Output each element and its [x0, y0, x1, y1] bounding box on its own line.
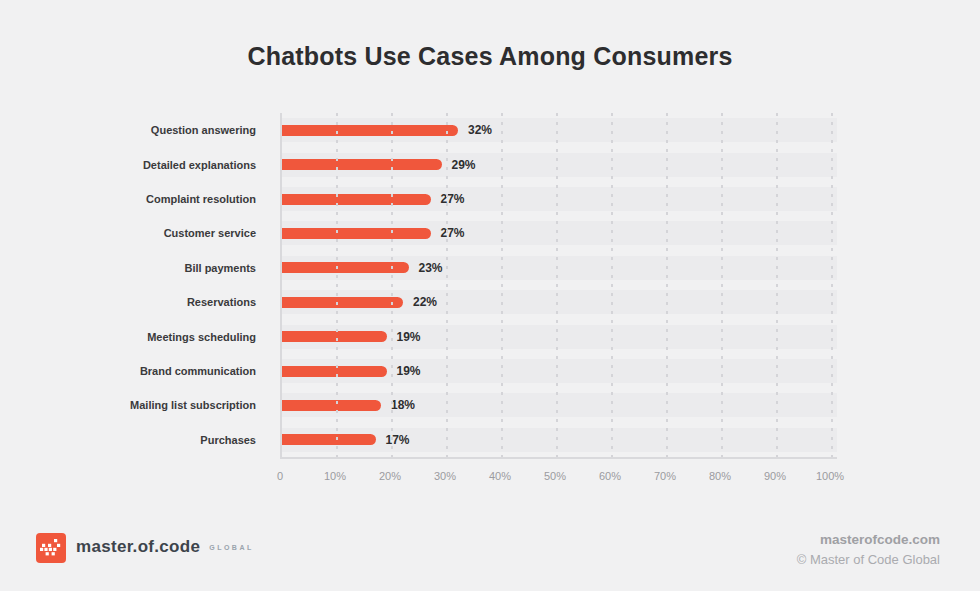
brand-text: master.of.code	[76, 537, 200, 556]
bar-value-label: 17%	[386, 433, 410, 447]
bar-value-label: 18%	[391, 398, 415, 412]
brand-name: master.of.code GLOBAL	[76, 537, 254, 557]
grid-line	[501, 113, 503, 457]
bar	[282, 297, 403, 308]
axis-tick-label: 80%	[709, 470, 731, 482]
bar-value-label: 32%	[468, 123, 492, 137]
bar	[282, 262, 409, 273]
category-label: Purchases	[0, 434, 256, 446]
bar-value-label: 22%	[413, 295, 437, 309]
brand-suffix: GLOBAL	[209, 544, 254, 551]
axis-tick-label: 60%	[599, 470, 621, 482]
category-label: Bill payments	[0, 262, 256, 274]
grid-line	[666, 113, 668, 457]
pixel-crown-icon	[40, 537, 62, 559]
bar	[282, 228, 431, 239]
category-label: Customer service	[0, 227, 256, 239]
bar-value-label: 27%	[441, 192, 465, 206]
axis-tick-label: 100%	[816, 470, 844, 482]
brand-logo	[36, 533, 66, 563]
grid-line	[611, 113, 613, 457]
axis-tick-label: 70%	[654, 470, 676, 482]
footer-copyright: © Master of Code Global	[797, 552, 940, 567]
bar-value-label: 29%	[452, 158, 476, 172]
bar	[282, 194, 431, 205]
grid-line	[336, 113, 338, 457]
bar	[282, 331, 387, 342]
grid-line	[831, 113, 833, 457]
bar-chart: 32% 29% 27% 27% 23% 22% 19% 19% 18% 17% Question …	[0, 0, 980, 591]
axis-tick-label: 90%	[764, 470, 786, 482]
axis-tick-label: 0	[277, 470, 283, 482]
grid-line	[721, 113, 723, 457]
axis-tick-label: 40%	[489, 470, 511, 482]
category-label: Mailing list subscription	[0, 399, 256, 411]
footer-website: masterofcode.com	[820, 532, 940, 547]
category-label: Reservations	[0, 296, 256, 308]
bar	[282, 159, 442, 170]
bar-value-label: 23%	[419, 261, 443, 275]
grid-line	[391, 113, 393, 457]
grid-line	[556, 113, 558, 457]
bar	[282, 366, 387, 377]
category-label: Question answering	[0, 124, 256, 136]
bar	[282, 400, 381, 411]
bar	[282, 125, 458, 136]
bar-value-label: 27%	[441, 226, 465, 240]
bar	[282, 434, 376, 445]
category-label: Complaint resolution	[0, 193, 256, 205]
bar-value-label: 19%	[397, 330, 421, 344]
grid-line	[776, 113, 778, 457]
category-label: Detailed explanations	[0, 159, 256, 171]
plot-area: 32% 29% 27% 27% 23% 22% 19% 19% 18% 17%	[280, 113, 837, 459]
axis-tick-label: 50%	[544, 470, 566, 482]
category-label: Meetings scheduling	[0, 331, 256, 343]
category-label: Brand communication	[0, 365, 256, 377]
grid-line	[446, 113, 448, 457]
axis-tick-label: 20%	[379, 470, 401, 482]
bar-value-label: 19%	[397, 364, 421, 378]
axis-tick-label: 10%	[324, 470, 346, 482]
axis-tick-label: 30%	[434, 470, 456, 482]
